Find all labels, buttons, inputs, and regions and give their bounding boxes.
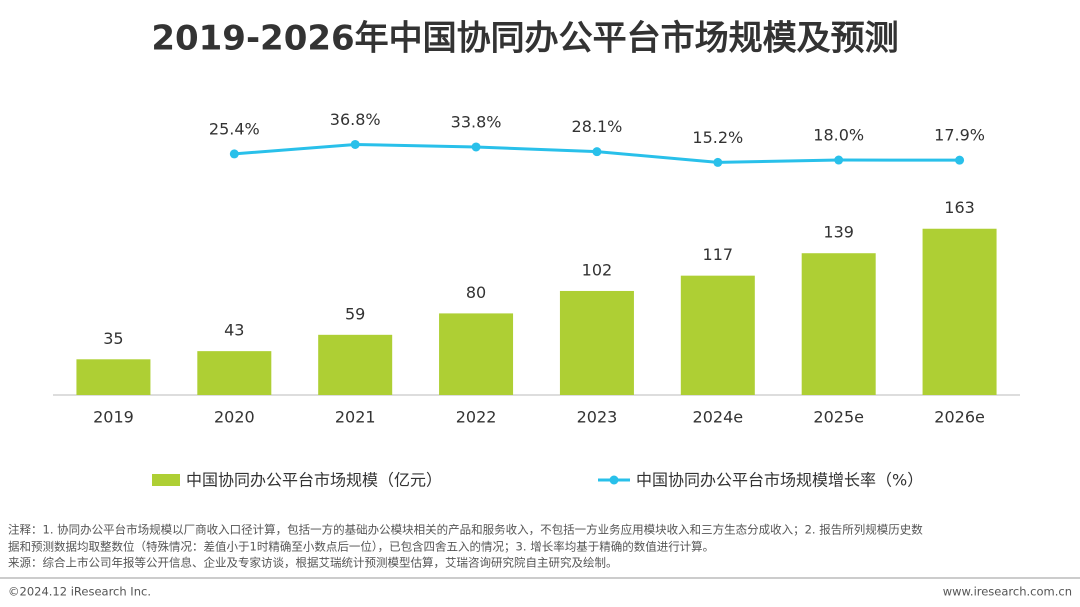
point <box>350 139 360 149</box>
x-tick-label: 2023 <box>577 408 618 427</box>
data-label: 163 <box>944 198 975 217</box>
legend-swatch <box>152 474 180 486</box>
x-tick-label: 2019 <box>93 408 134 427</box>
data-label: 35 <box>103 329 123 348</box>
x-tick-label: 2024e <box>693 408 744 427</box>
x-tick-label: 2022 <box>456 408 497 427</box>
data-label: 117 <box>703 245 734 264</box>
point <box>955 155 965 165</box>
data-label: 18.0% <box>813 126 864 145</box>
point <box>834 155 844 165</box>
bar <box>559 290 634 395</box>
bar <box>801 253 876 395</box>
data-label: 43 <box>224 321 244 340</box>
data-label: 28.1% <box>572 117 623 136</box>
x-tick-label: 2025e <box>813 408 864 427</box>
legend-label: 中国协同办公平台市场规模（亿元） <box>186 471 442 490</box>
point <box>592 147 602 157</box>
bar <box>76 359 151 395</box>
data-label: 139 <box>823 223 854 242</box>
data-label: 80 <box>466 283 486 302</box>
chart-title: 2019-2026年中国协同办公平台市场规模及预测 <box>151 19 898 59</box>
data-label: 25.4% <box>209 119 260 138</box>
x-tick-label: 2020 <box>214 408 255 427</box>
bar <box>318 334 393 395</box>
bar <box>922 228 997 395</box>
point <box>229 149 239 159</box>
x-tick-label: 2021 <box>335 408 376 427</box>
data-label: 36.8% <box>330 110 381 129</box>
data-label: 102 <box>582 260 613 279</box>
data-label: 59 <box>345 304 365 323</box>
data-label: 15.2% <box>692 128 743 147</box>
note: 注释：1. 协同办公平台市场规模以厂商收入口径计算，包括一方的基础办公模块相关的… <box>8 523 923 537</box>
note: 据和预测数据均取整数位（特殊情况：差值小于1时精确至小数点后一位），已包含四舍五… <box>8 540 714 554</box>
note: 来源：综合上市公司年报等公开信息、企业及专家访谈，根据艾瑞统计预测模型估算，艾瑞… <box>8 556 618 570</box>
data-label: 33.8% <box>451 112 502 131</box>
bar <box>439 313 514 395</box>
bar <box>680 275 755 395</box>
legend-swatch <box>609 475 619 485</box>
legend-label: 中国协同办公平台市场规模增长率（%） <box>636 471 923 490</box>
data-label: 17.9% <box>934 126 985 145</box>
point <box>471 142 481 152</box>
footer-left: ©2024.12 iResearch Inc. <box>8 585 151 599</box>
point <box>713 157 723 167</box>
x-tick-label: 2026e <box>934 408 985 427</box>
bar <box>197 351 272 395</box>
footer-right: www.iresearch.com.cn <box>943 585 1072 599</box>
